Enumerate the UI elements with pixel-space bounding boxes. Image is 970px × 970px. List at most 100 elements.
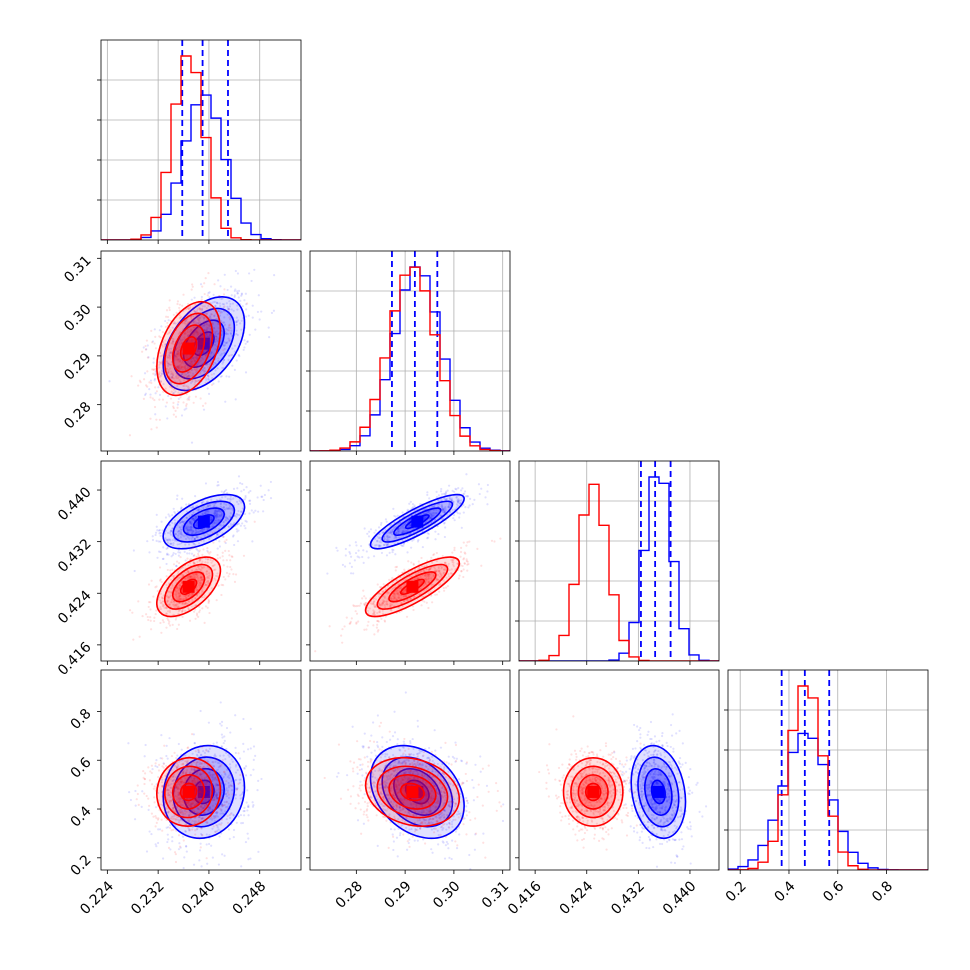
scatter-point (190, 547, 193, 550)
scatter-point (155, 525, 158, 528)
scatter-point (186, 531, 189, 534)
scatter-point (235, 500, 239, 503)
scatter-point (188, 339, 192, 343)
scatter-point (217, 518, 220, 521)
scatter-point (183, 331, 186, 335)
scatter-point (134, 789, 137, 793)
scatter-point (187, 397, 190, 400)
scatter-point (238, 757, 242, 760)
scatter-point (165, 607, 168, 610)
scatter-point (214, 795, 218, 798)
scatter-point (362, 549, 365, 552)
scatter-point (149, 417, 152, 420)
scatter-point (190, 321, 193, 324)
scatter-point (235, 359, 238, 362)
scatter-point (239, 299, 242, 302)
scatter-point (190, 529, 193, 533)
scatter-point (168, 299, 171, 302)
scatter-point (385, 538, 389, 541)
scatter-point (151, 538, 155, 542)
scatter-point (165, 553, 169, 556)
scatter-point (152, 372, 155, 375)
scatter-point (183, 384, 186, 388)
scatter-point (263, 493, 266, 497)
scatter-point (207, 292, 210, 295)
scatter-point (376, 619, 380, 623)
scatter-point (184, 754, 187, 757)
scatter-point (193, 561, 197, 565)
scatter-point (159, 578, 162, 581)
scatter-point (251, 540, 254, 543)
scatter-point (433, 512, 436, 515)
scatter-point (220, 297, 223, 301)
scatter-point (201, 607, 204, 610)
scatter-point (188, 321, 191, 324)
scatter-point (349, 620, 352, 623)
scatter-point (174, 390, 177, 393)
scatter-point (154, 612, 157, 616)
scatter-point (218, 245, 220, 247)
scatter-point (247, 491, 250, 494)
scatter-point (456, 512, 460, 515)
scatter-point (201, 806, 204, 809)
scatter-point (205, 332, 208, 336)
scatter-point (185, 407, 188, 410)
scatter-point (168, 603, 171, 606)
scatter-point (128, 791, 131, 794)
scatter-point (169, 367, 172, 370)
scatter-point (451, 559, 454, 562)
scatter-point (442, 586, 445, 590)
scatter-point (217, 359, 220, 363)
scatter-point (190, 526, 193, 529)
scatter-point (188, 362, 192, 365)
scatter-point (401, 516, 404, 519)
scatter-point (174, 604, 177, 607)
scatter-point (191, 332, 195, 336)
scatter-point (187, 543, 191, 546)
scatter-point (197, 333, 200, 336)
scatter-point (158, 361, 161, 364)
scatter-point (233, 289, 236, 293)
scatter-point (207, 749, 210, 753)
scatter-point (231, 535, 235, 538)
scatter-point (194, 495, 197, 498)
scatter-point (163, 343, 167, 346)
scatter-point (219, 722, 222, 725)
scatter-point (167, 356, 170, 359)
scatter-point (170, 385, 173, 388)
scatter-point (229, 559, 232, 562)
scatter-point (153, 377, 157, 381)
scatter-point (191, 779, 194, 783)
scatter-point (208, 291, 211, 294)
scatter-point (168, 737, 171, 740)
scatter-point (158, 363, 161, 367)
scatter-point (211, 827, 214, 830)
scatter-point (188, 321, 191, 324)
scatter-point (447, 484, 451, 487)
scatter-point (448, 503, 452, 506)
scatter-point (220, 311, 223, 314)
scatter-point (150, 832, 153, 836)
scatter-point (227, 354, 231, 357)
scatter-point (418, 587, 421, 591)
scatter-point (145, 384, 148, 387)
scatter-point (249, 857, 252, 860)
scatter-point (440, 518, 443, 521)
scatter-point (220, 808, 223, 811)
scatter-point (175, 616, 178, 619)
scatter-point (183, 376, 186, 379)
scatter-point (382, 601, 385, 604)
scatter-point (219, 701, 222, 704)
scatter-point (176, 787, 180, 791)
scatter-point (390, 597, 393, 600)
scatter-point (180, 803, 183, 807)
scatter-point (161, 354, 164, 357)
scatter-point (229, 565, 232, 569)
scatter-point (427, 510, 430, 513)
scatter-point (133, 569, 136, 573)
scatter-point (199, 529, 202, 532)
scatter-point (201, 513, 204, 516)
scatter-point (177, 358, 181, 361)
scatter-point (165, 309, 169, 312)
scatter-point (164, 342, 167, 345)
